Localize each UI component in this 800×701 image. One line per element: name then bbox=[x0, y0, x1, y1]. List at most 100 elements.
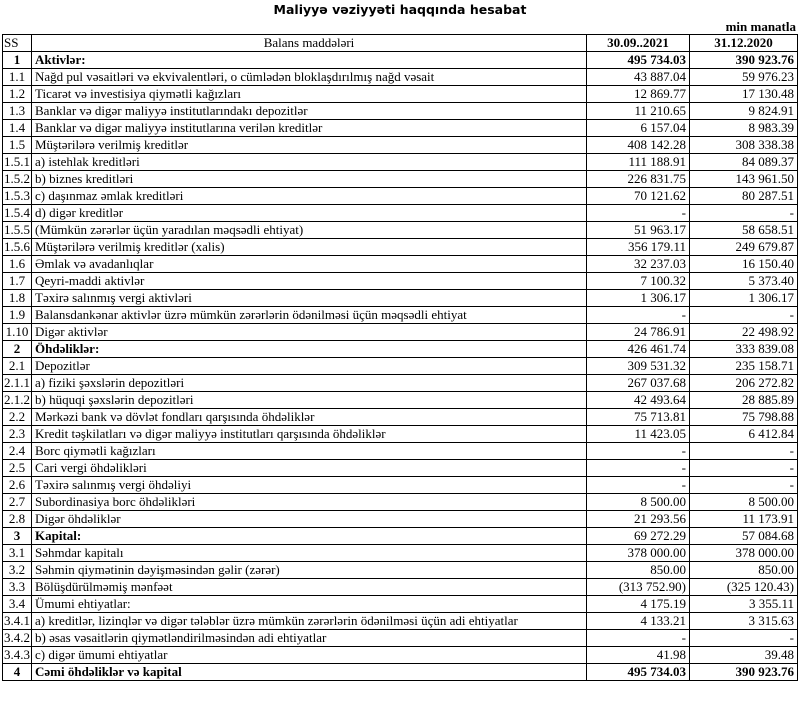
table-row: 2.1 Depozitlər 309 531.32 235 158.71 bbox=[2, 357, 798, 375]
table-row: 2.8 Digər öhdəliklər 21 293.56 11 173.91 bbox=[2, 510, 798, 528]
row-value-2021: 43 887.04 bbox=[586, 68, 690, 86]
row-value-2021: 75 713.81 bbox=[586, 408, 690, 426]
row-item: Qeyri-maddi aktivlər bbox=[31, 272, 587, 290]
table-row: 2.5 Cari vergi öhdəlikləri - - bbox=[2, 459, 798, 477]
row-value-2021: 111 188.91 bbox=[586, 153, 690, 171]
row-value-2020: 84 089.37 bbox=[689, 153, 798, 171]
row-value-2020: 390 923.76 bbox=[689, 51, 798, 69]
row-value-2020: 17 130.48 bbox=[689, 85, 798, 103]
header-item: Balans maddələri bbox=[31, 34, 587, 52]
row-value-2020: 3 355.11 bbox=[689, 595, 798, 613]
table-row: 1.5 Müştərilərə verilmiş kreditlər 408 142… bbox=[2, 136, 798, 154]
row-value-2021: 21 293.56 bbox=[586, 510, 690, 528]
row-item: Borc qiymətli kağızları bbox=[31, 442, 587, 460]
row-value-2021: 1 306.17 bbox=[586, 289, 690, 307]
row-value-2021: 426 461.74 bbox=[586, 340, 690, 358]
row-value-2021: 69 272.29 bbox=[586, 527, 690, 545]
row-item: Digər öhdəliklər bbox=[31, 510, 587, 528]
table-row: 4 Cəmi öhdəliklər və kapital 495 734.03 390… bbox=[2, 663, 798, 681]
row-value-2021: - bbox=[586, 476, 690, 494]
row-value-2020: 57 084.68 bbox=[689, 527, 798, 545]
row-ss: 2.1.2 bbox=[2, 391, 32, 409]
row-ss: 2.2 bbox=[2, 408, 32, 426]
row-ss: 1.5 bbox=[2, 136, 32, 154]
row-value-2021: 42 493.64 bbox=[586, 391, 690, 409]
row-value-2021: 24 786.91 bbox=[586, 323, 690, 341]
table-row: 1 Aktivlər: 495 734.03 390 923.76 bbox=[2, 51, 798, 69]
row-value-2020: 58 658.51 bbox=[689, 221, 798, 239]
table-row: 1.5.1 a) istehlak kreditləri 111 188.91 84 … bbox=[2, 153, 798, 171]
row-value-2020: 8 983.39 bbox=[689, 119, 798, 137]
row-value-2020: - bbox=[689, 442, 798, 460]
row-item: Ticarət və investisiya qiymətli kağızlar… bbox=[31, 85, 587, 103]
row-item: Depozitlər bbox=[31, 357, 587, 375]
row-item: Təxirə salınmış vergi aktivləri bbox=[31, 289, 587, 307]
row-ss: 3.4 bbox=[2, 595, 32, 613]
row-value-2021: 11 210.65 bbox=[586, 102, 690, 120]
row-value-2021: 41.98 bbox=[586, 646, 690, 664]
table-row: 1.1 Nağd pul vəsaitləri və ekvivalentləri… bbox=[2, 68, 798, 86]
row-ss: 2.1 bbox=[2, 357, 32, 375]
row-value-2020: 235 158.71 bbox=[689, 357, 798, 375]
row-value-2021: - bbox=[586, 629, 690, 647]
row-value-2021: 309 531.32 bbox=[586, 357, 690, 375]
row-ss: 3.4.2 bbox=[2, 629, 32, 647]
row-item: Banklar və digər maliyyə institutlarına … bbox=[31, 119, 587, 137]
row-ss: 2.5 bbox=[2, 459, 32, 477]
row-ss: 2.3 bbox=[2, 425, 32, 443]
row-value-2020: 75 798.88 bbox=[689, 408, 798, 426]
row-ss: 4 bbox=[2, 663, 32, 681]
row-item: Subordinasiya borc öhdəlikləri bbox=[31, 493, 587, 511]
row-ss: 2.8 bbox=[2, 510, 32, 528]
row-ss: 1.5.6 bbox=[2, 238, 32, 256]
table-row: 1.4 Banklar və digər maliyyə institutları… bbox=[2, 119, 798, 137]
table-row: 2.3 Kredit təşkilatları və digər maliyyə … bbox=[2, 425, 798, 443]
row-value-2020: 59 976.23 bbox=[689, 68, 798, 86]
row-value-2021: 356 179.11 bbox=[586, 238, 690, 256]
row-ss: 1.8 bbox=[2, 289, 32, 307]
row-value-2021: 267 037.68 bbox=[586, 374, 690, 392]
row-value-2020: 16 150.40 bbox=[689, 255, 798, 273]
table-row: 2.6 Təxirə salınmış vergi öhdəliyi - - bbox=[2, 476, 798, 494]
row-ss: 1.2 bbox=[2, 85, 32, 103]
row-item: d) digər kreditlər bbox=[31, 204, 587, 222]
table-row: 1.5.4 d) digər kreditlər - - bbox=[2, 204, 798, 222]
row-value-2020: - bbox=[689, 306, 798, 324]
row-value-2021: 51 963.17 bbox=[586, 221, 690, 239]
row-value-2021: - bbox=[586, 459, 690, 477]
row-value-2021: (313 752.90) bbox=[586, 578, 690, 596]
table-header-row: SS Balans maddələri 30.09..2021 31.12.20… bbox=[2, 34, 798, 52]
row-item: Səhmdar kapitalı bbox=[31, 544, 587, 562]
row-ss: 2.7 bbox=[2, 493, 32, 511]
row-value-2021: - bbox=[586, 306, 690, 324]
table-row: 3.4.1 a) kreditlər, lizinqlər və digər tə… bbox=[2, 612, 798, 630]
row-value-2021: 495 734.03 bbox=[586, 51, 690, 69]
row-value-2020: 9 824.91 bbox=[689, 102, 798, 120]
row-ss: 1.10 bbox=[2, 323, 32, 341]
table-row: 1.10 Digər aktivlər 24 786.91 22 498.92 bbox=[2, 323, 798, 341]
row-item: Digər aktivlər bbox=[31, 323, 587, 341]
row-ss: 3.4.3 bbox=[2, 646, 32, 664]
row-value-2020: 6 412.84 bbox=[689, 425, 798, 443]
table-row: 2.1.1 a) fiziki şəxslərin depozitləri 267 … bbox=[2, 374, 798, 392]
row-ss: 1.5.2 bbox=[2, 170, 32, 188]
row-value-2021: 12 869.77 bbox=[586, 85, 690, 103]
table-row: 1.3 Banklar və digər maliyyə institutları… bbox=[2, 102, 798, 120]
row-value-2021: 7 100.32 bbox=[586, 272, 690, 290]
table-row: 1.5.2 b) biznes kreditləri 226 831.75 143 9… bbox=[2, 170, 798, 188]
row-value-2021: 378 000.00 bbox=[586, 544, 690, 562]
row-ss: 3.1 bbox=[2, 544, 32, 562]
row-item: b) əsas vəsaitlərin qiymətləndirilməsind… bbox=[31, 629, 587, 647]
row-item: Bölüşdürülməmiş mənfəət bbox=[31, 578, 587, 596]
row-item: Cari vergi öhdəlikləri bbox=[31, 459, 587, 477]
row-item: Balansdankənar aktivlər üzrə mümkün zərə… bbox=[31, 306, 587, 324]
balance-sheet-table: SS Balans maddələri 30.09..2021 31.12.20… bbox=[2, 34, 798, 681]
row-value-2020: - bbox=[689, 459, 798, 477]
row-value-2021: 4 133.21 bbox=[586, 612, 690, 630]
table-row: 1.5.3 c) daşınmaz əmlak kreditləri 70 121.… bbox=[2, 187, 798, 205]
row-ss: 3.4.1 bbox=[2, 612, 32, 630]
row-value-2020: 308 338.38 bbox=[689, 136, 798, 154]
row-item: Təxirə salınmış vergi öhdəliyi bbox=[31, 476, 587, 494]
row-value-2020: 39.48 bbox=[689, 646, 798, 664]
row-value-2020: 22 498.92 bbox=[689, 323, 798, 341]
